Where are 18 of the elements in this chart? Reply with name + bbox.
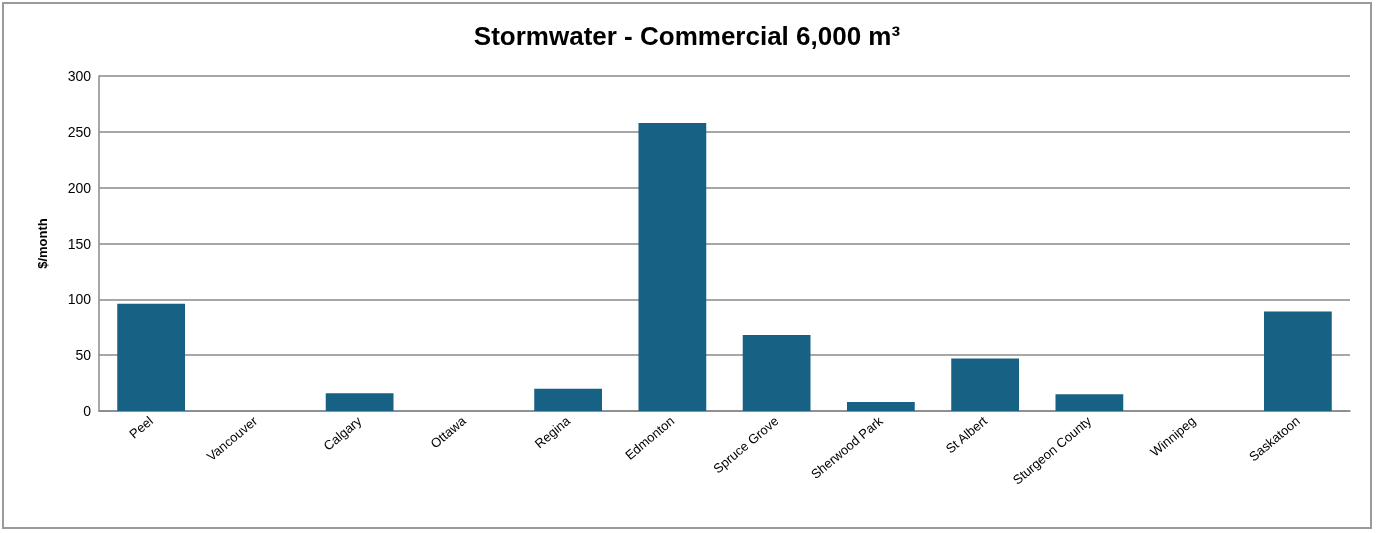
y-tick-label: 50 <box>75 347 92 364</box>
bar <box>638 122 707 411</box>
y-tick-label: 150 <box>67 235 92 252</box>
bar <box>1055 394 1124 411</box>
bar <box>325 393 394 411</box>
bar <box>1263 311 1332 411</box>
y-tick-label: 300 <box>67 68 92 84</box>
bar <box>951 358 1020 411</box>
bar <box>742 335 811 411</box>
y-tick-label: 0 <box>83 403 92 419</box>
chart-title: Stormwater - Commercial 6,000 m³ <box>473 21 901 51</box>
y-tick-label: 200 <box>67 179 92 196</box>
y-tick-label: 100 <box>67 291 92 308</box>
y-axis-title: $/month <box>35 218 50 269</box>
bar <box>117 303 186 411</box>
bar <box>534 388 603 411</box>
y-tick-label: 250 <box>67 123 92 140</box>
bar <box>846 402 915 411</box>
